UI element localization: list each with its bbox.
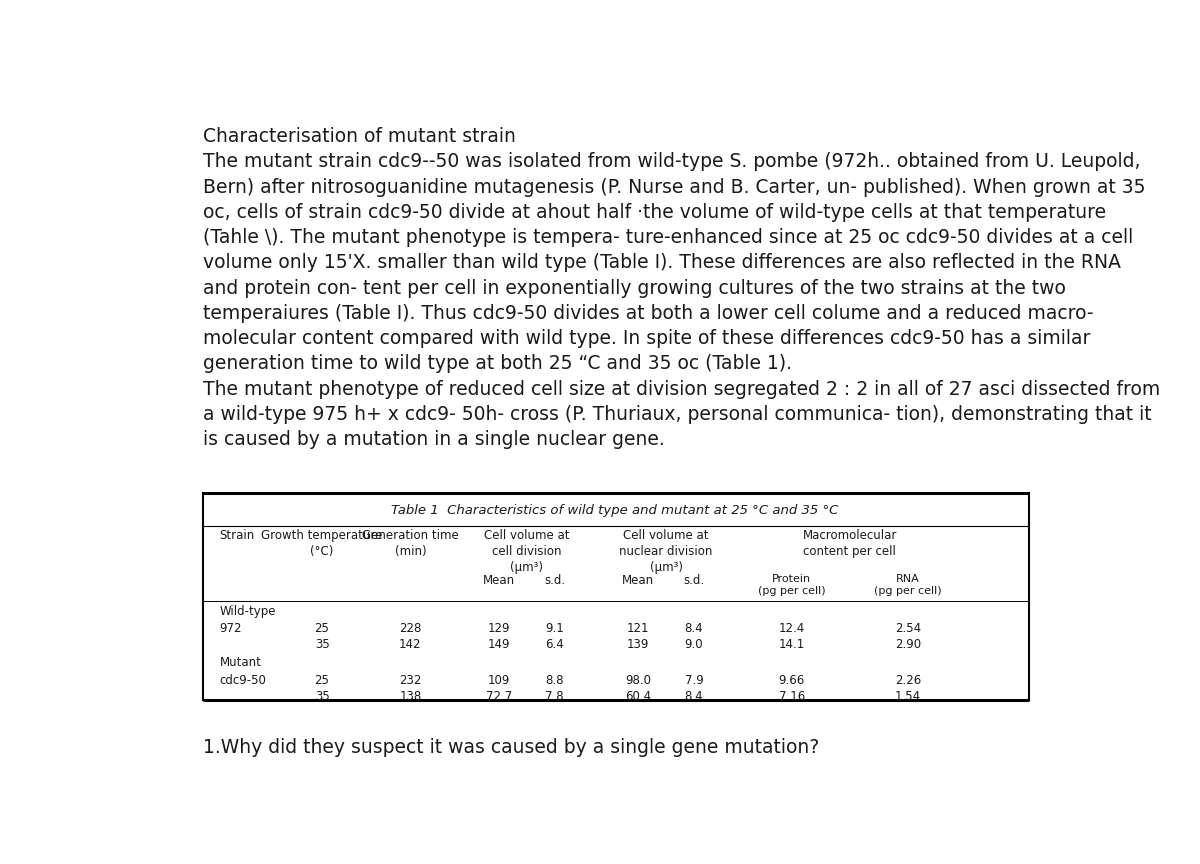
Text: 7.9: 7.9 — [685, 674, 703, 687]
Text: 14.1: 14.1 — [779, 638, 805, 651]
Text: 109: 109 — [487, 674, 510, 687]
Text: 8.8: 8.8 — [545, 674, 564, 687]
Text: 35: 35 — [314, 638, 330, 651]
Text: 7.16: 7.16 — [779, 690, 805, 703]
Text: (Tahle \). The mutant phenotype is tempera- ture-enhanced since at 25 oc cdc9-50: (Tahle \). The mutant phenotype is tempe… — [203, 228, 1133, 247]
Text: 25: 25 — [314, 622, 330, 635]
Text: 6.4: 6.4 — [545, 638, 564, 651]
Text: 121: 121 — [628, 622, 649, 635]
Text: 2.26: 2.26 — [895, 674, 922, 687]
Text: 72.7: 72.7 — [486, 690, 512, 703]
Text: Wild-type: Wild-type — [220, 605, 276, 618]
Text: Mutant: Mutant — [220, 657, 262, 670]
Text: 7.8: 7.8 — [545, 690, 564, 703]
Text: The mutant phenotype of reduced cell size at division segregated 2 : 2 in all of: The mutant phenotype of reduced cell siz… — [203, 380, 1160, 399]
Text: and protein con- tent per cell in exponentially growing cultures of the two stra: and protein con- tent per cell in expone… — [203, 279, 1066, 298]
Text: RNA
(pg per cell): RNA (pg per cell) — [874, 575, 942, 596]
Text: 98.0: 98.0 — [625, 674, 652, 687]
Text: 35: 35 — [314, 690, 330, 703]
Text: 60.4: 60.4 — [625, 690, 652, 703]
Text: 2.90: 2.90 — [895, 638, 922, 651]
Text: 9.66: 9.66 — [779, 674, 805, 687]
Text: 142: 142 — [400, 638, 421, 651]
Text: is caused by a mutation in a single nuclear gene.: is caused by a mutation in a single nucl… — [203, 430, 665, 449]
Text: 25: 25 — [314, 674, 330, 687]
Text: 2.54: 2.54 — [895, 622, 922, 635]
Text: Bern) after nitrosoguanidine mutagenesis (P. Nurse and B. Carter, un- published): Bern) after nitrosoguanidine mutagenesis… — [203, 177, 1146, 196]
Text: generation time to wild type at both 25 “C and 35 oc (Table 1).: generation time to wild type at both 25 … — [203, 354, 792, 373]
Text: Characterisation of mutant strain: Characterisation of mutant strain — [203, 127, 516, 146]
Text: Macromolecular
content per cell: Macromolecular content per cell — [803, 529, 898, 558]
Text: volume only 15'X. smaller than wild type (Table I). These differences are also r: volume only 15'X. smaller than wild type… — [203, 253, 1121, 272]
Text: 228: 228 — [400, 622, 421, 635]
Text: 139: 139 — [628, 638, 649, 651]
Text: a wild-type 975 h+ x cdc9- 50h- cross (P. Thuriaux, personal communica- tion), d: a wild-type 975 h+ x cdc9- 50h- cross (P… — [203, 405, 1152, 424]
Text: Generation time
(min): Generation time (min) — [362, 529, 458, 558]
Text: 149: 149 — [487, 638, 510, 651]
Text: 8.4: 8.4 — [685, 622, 703, 635]
Text: Strain: Strain — [220, 529, 256, 542]
Text: 12.4: 12.4 — [779, 622, 805, 635]
Text: Cell volume at
nuclear division
(µm³): Cell volume at nuclear division (µm³) — [619, 529, 713, 574]
Text: The mutant strain cdc9--50 was isolated from wild-type S. pombe (972h.. obtained: The mutant strain cdc9--50 was isolated … — [203, 152, 1140, 171]
Text: oc, cells of strain cdc9-50 divide at ahout half ·the volume of wild-type cells : oc, cells of strain cdc9-50 divide at ah… — [203, 203, 1106, 222]
Text: s.d.: s.d. — [684, 575, 704, 588]
Text: Table 1  Characteristics of wild type and mutant at 25 °C and 35 °C: Table 1 Characteristics of wild type and… — [391, 505, 839, 518]
Text: 9.1: 9.1 — [545, 622, 564, 635]
Text: 1.Why did they suspect it was caused by a single gene mutation?: 1.Why did they suspect it was caused by … — [203, 738, 820, 757]
Text: 138: 138 — [400, 690, 421, 703]
Text: 1.54: 1.54 — [895, 690, 922, 703]
Text: Mean: Mean — [622, 575, 654, 588]
Text: Growth temperature
(°C): Growth temperature (°C) — [262, 529, 383, 558]
Text: Protein
(pg per cell): Protein (pg per cell) — [758, 575, 826, 596]
Text: cdc9-50: cdc9-50 — [220, 674, 266, 687]
Text: temperaiures (Table I). Thus cdc9-50 divides at both a lower cell colume and a r: temperaiures (Table I). Thus cdc9-50 div… — [203, 304, 1093, 323]
Text: 232: 232 — [400, 674, 421, 687]
Text: 972: 972 — [220, 622, 242, 635]
Text: 9.0: 9.0 — [685, 638, 703, 651]
Text: s.d.: s.d. — [544, 575, 565, 588]
Text: 129: 129 — [487, 622, 510, 635]
Text: Cell volume at
cell division
(µm³): Cell volume at cell division (µm³) — [484, 529, 570, 574]
Text: molecular content compared with wild type. In spite of these differences cdc9-50: molecular content compared with wild typ… — [203, 329, 1091, 348]
Text: 8.4: 8.4 — [685, 690, 703, 703]
Text: Mean: Mean — [482, 575, 515, 588]
